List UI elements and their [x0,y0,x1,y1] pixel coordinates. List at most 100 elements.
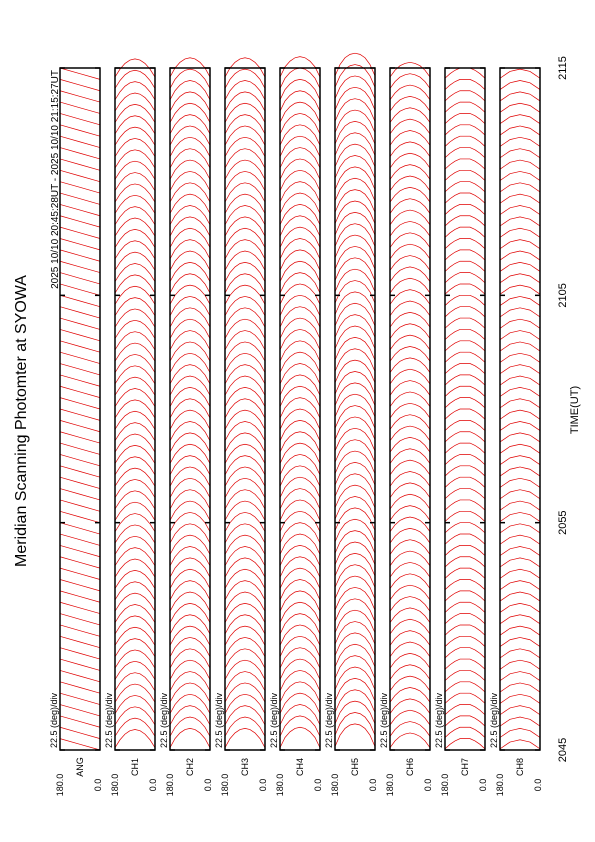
scan-trace [279,556,321,578]
scan-trace [444,158,486,170]
channel-label: CH6 [405,758,415,776]
scan-trace [499,409,541,420]
scan-trace [169,114,211,135]
scan-trace [279,522,321,544]
scan-trace [224,375,266,396]
y-tick-label: 0.0 [148,779,158,792]
scale-label: 22.5 (deg)/div [379,692,389,748]
scan-trace [59,181,101,194]
scale-label: 22.5 (deg)/div [214,692,224,748]
scan-trace [334,564,376,588]
scan-trace [389,596,431,612]
y-tick-label: 180.0 [440,774,450,797]
scan-trace [499,148,541,159]
scan-trace [389,630,431,646]
scan-trace [389,61,431,78]
scan-trace [389,130,431,146]
scan-trace [334,302,376,327]
scan-trace [334,541,376,565]
scan-trace [389,402,431,419]
scan-trace [59,738,101,751]
scan-trace [59,147,101,160]
scan-trace [224,546,266,567]
scan-trace [389,493,431,510]
scan-trace [499,591,541,602]
scan-trace [279,465,321,487]
y-tick-label: 0.0 [423,779,433,792]
scan-trace [499,125,541,136]
scan-trace [114,615,156,635]
scan-trace [499,262,541,272]
scan-trace [499,182,541,193]
scan-trace [389,198,431,214]
scan-trace [114,229,156,248]
scan-trace [169,80,211,100]
scan-trace [334,212,376,236]
scan-trace [389,221,431,237]
scan-trace [389,243,431,260]
scan-trace [334,280,376,304]
scan-trace [444,704,486,716]
scan-trace [444,249,486,261]
scan-trace [169,682,211,703]
scan-trace [444,238,486,249]
scan-trace [444,192,486,204]
scan-trace [114,138,156,157]
scan-trace [279,90,321,112]
scan-trace [169,443,211,464]
scan-trace [499,341,541,352]
scan-trace [169,352,211,373]
scale-label: 22.5 (deg)/div [269,692,279,748]
scan-trace [59,67,101,80]
scan-trace [444,147,486,159]
x-tick-label: 2115 [557,56,569,80]
scan-trace [59,204,101,217]
scan-trace [224,534,266,555]
scan-trace [444,499,486,511]
scan-trace [444,635,486,647]
scan-trace [169,659,211,680]
scan-trace [389,300,431,316]
scan-trace [279,158,321,180]
scan-trace [444,533,486,545]
scan-trace [59,101,101,114]
scan-trace [59,397,101,410]
panel-frame [444,67,486,751]
scan-trace [499,216,541,227]
scan-trace [389,107,431,123]
scan-trace [334,359,376,384]
scan-trace [444,510,486,522]
scan-trace [499,671,541,681]
scan-trace [169,671,211,692]
scan-trace [499,114,541,124]
scan-trace [114,558,156,578]
scan-trace [169,148,211,169]
scan-trace [334,98,376,122]
scan-trace [114,467,156,487]
scan-trace [59,533,101,546]
scan-trace [59,351,101,364]
scan-trace [224,159,266,180]
scan-trace [499,603,541,613]
scan-trace [279,363,321,385]
scan-trace [334,712,376,736]
scan-trace [389,607,431,623]
scan-trace [224,68,266,89]
scan-trace [389,471,431,487]
scan-trace [499,375,541,386]
scan-trace [334,223,376,247]
scan-trace [279,283,321,305]
scan-trace [224,125,266,146]
scan-trace [169,409,211,430]
scan-trace [444,465,486,477]
scan-trace [114,92,156,112]
scan-trace [59,454,101,467]
scan-trace [334,450,376,474]
scan-trace [334,200,376,224]
scan-trace [389,334,431,351]
scan-trace [59,317,101,330]
scan-trace [444,226,486,238]
scan-trace [114,81,156,101]
scan-trace [59,704,101,717]
scan-trace [114,160,156,180]
